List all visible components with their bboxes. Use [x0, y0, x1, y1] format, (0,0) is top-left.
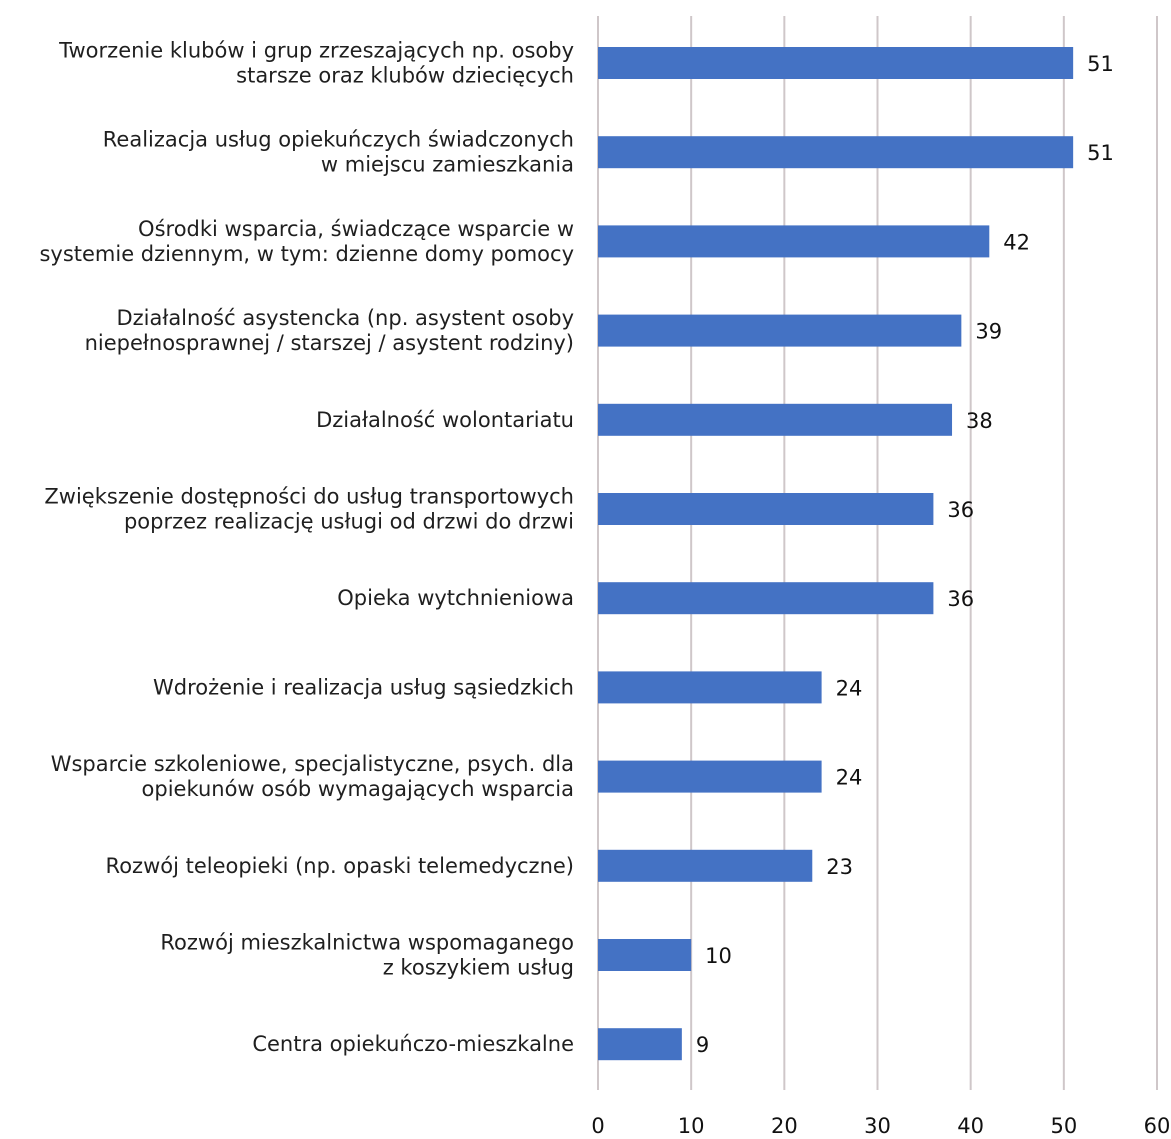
- bar: [598, 136, 1074, 169]
- data-label: 9: [696, 1033, 709, 1057]
- x-tick-label: 60: [1144, 1114, 1171, 1138]
- data-label: 24: [836, 676, 863, 700]
- category-label-line: Zwiększenie dostępności do usług transpo…: [44, 485, 574, 509]
- category-label-line: z koszykiem usług: [383, 956, 574, 980]
- bar: [598, 849, 813, 882]
- bar: [598, 493, 934, 525]
- category-label-line: Rozwój teleopieki (np. opaski telemedycz…: [106, 854, 574, 878]
- bar: [598, 760, 822, 793]
- category-label-line: Centra opiekuńczo-mieszkalne: [252, 1032, 574, 1056]
- data-label: 42: [1003, 230, 1030, 254]
- bar: [598, 314, 962, 347]
- data-label: 51: [1087, 52, 1114, 76]
- data-label: 51: [1087, 141, 1114, 165]
- category-label: Wsparcie szkoleniowe, specjalistyczne, p…: [51, 752, 574, 801]
- data-label: 39: [975, 320, 1002, 344]
- category-label-line: systemie dziennym, w tym: dzienne domy p…: [39, 242, 574, 266]
- x-tick-label: 0: [591, 1114, 604, 1138]
- data-label: 23: [826, 855, 853, 879]
- category-label: Wdrożenie i realizacja usług sąsiedzkich: [153, 675, 574, 699]
- category-label: Tworzenie klubów i grup zrzeszających np…: [58, 39, 574, 88]
- bar: [598, 671, 822, 704]
- data-label: 10: [705, 944, 732, 968]
- category-label-line: poprzez realizację usługi od drzwi do dr…: [124, 510, 574, 534]
- category-label-line: Realizacja usług opiekuńczych świadczony…: [103, 128, 574, 152]
- category-label: Realizacja usług opiekuńczych świadczony…: [103, 128, 574, 177]
- category-label: Centra opiekuńczo-mieszkalne: [252, 1032, 574, 1056]
- category-label-line: Opieka wytchnieniowa: [337, 586, 574, 610]
- category-label: Opieka wytchnieniowa: [337, 586, 574, 610]
- category-label-line: Tworzenie klubów i grup zrzeszających np…: [58, 39, 574, 63]
- bar: [598, 403, 953, 436]
- category-label-line: Ośrodki wsparcia, świadczące wsparcie w: [138, 217, 574, 241]
- category-label-line: Wsparcie szkoleniowe, specjalistyczne, p…: [51, 752, 574, 776]
- data-label: 36: [947, 587, 974, 611]
- data-label: 36: [947, 498, 974, 522]
- x-tick-label: 10: [678, 1114, 705, 1138]
- category-label-line: starsze oraz klubów dziecięcych: [236, 64, 574, 88]
- category-label-line: w miejscu zamieszkania: [321, 153, 574, 177]
- category-label: Zwiększenie dostępności do usług transpo…: [44, 485, 574, 534]
- category-label: Działalność asystencka (np. asystent oso…: [85, 306, 574, 355]
- bar: [598, 582, 934, 615]
- x-tick-label: 30: [864, 1114, 891, 1138]
- category-label-line: Działalność asystencka (np. asystent oso…: [116, 306, 574, 330]
- category-label-line: Wdrożenie i realizacja usług sąsiedzkich: [153, 675, 574, 699]
- data-label: 24: [836, 766, 863, 790]
- bar: [598, 47, 1074, 79]
- category-label-line: niepełnosprawnej / starszej / asystent r…: [85, 331, 574, 355]
- category-label: Rozwój teleopieki (np. opaski telemedycz…: [106, 854, 574, 878]
- category-label: Działalność wolontariatu: [316, 408, 574, 432]
- category-label-line: opiekunów osób wymagających wsparcia: [142, 777, 574, 801]
- category-label-line: Rozwój mieszkalnictwa wspomaganego: [160, 931, 574, 955]
- category-label: Rozwój mieszkalnictwa wspomaganego z kosz…: [160, 931, 574, 980]
- category-label-line: Działalność wolontariatu: [316, 408, 574, 432]
- x-tick-label: 50: [1050, 1114, 1077, 1138]
- bar: [598, 1028, 682, 1061]
- bar: [598, 225, 990, 258]
- data-label: 38: [966, 409, 993, 433]
- x-tick-label: 20: [771, 1114, 798, 1138]
- bar: [598, 939, 692, 971]
- x-tick-label: 40: [957, 1114, 984, 1138]
